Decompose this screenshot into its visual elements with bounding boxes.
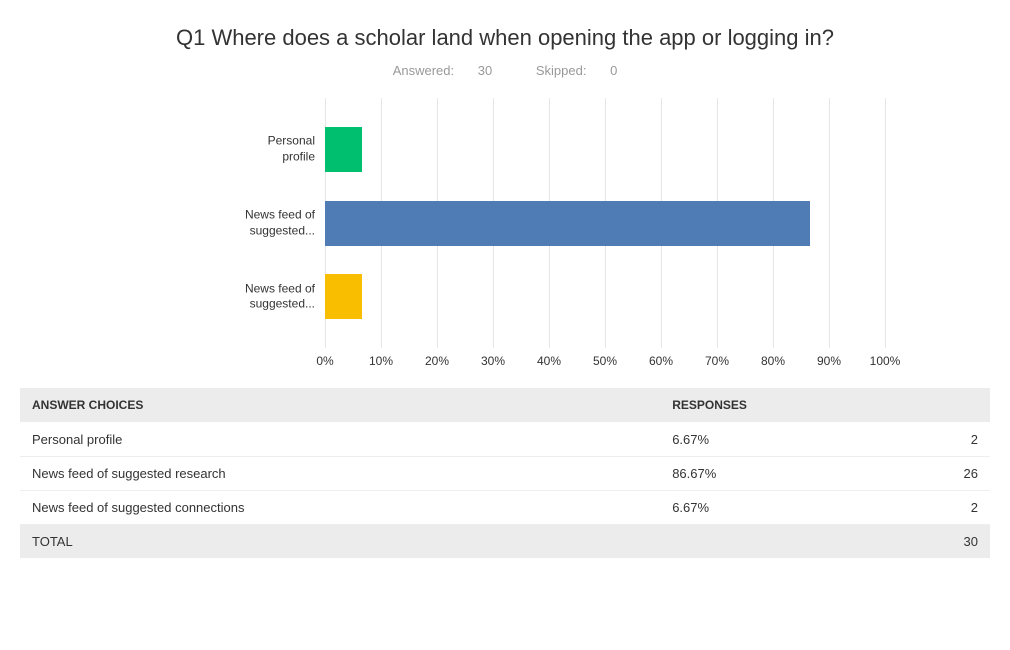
skipped-value: 0 [610,63,617,78]
chart-x-axis: 0%10%20%30%40%50%60%70%80%90%100% [325,348,885,378]
x-axis-label: 60% [649,354,673,368]
cell-choice: Personal profile [20,423,660,457]
bar-label: News feed ofsuggested... [225,281,325,312]
cell-count: 26 [825,457,990,491]
x-axis-label: 40% [537,354,561,368]
cell-count: 2 [825,423,990,457]
cell-pct: 6.67% [660,423,825,457]
x-axis-label: 90% [817,354,841,368]
x-axis-label: 50% [593,354,617,368]
header-responses: RESPONSES [660,388,990,423]
bar-row: News feed ofsuggested... [325,274,885,319]
cell-pct: 6.67% [660,491,825,525]
chart-bars: Personalprofile News feed ofsuggested... N… [325,98,885,348]
x-axis-label: 100% [870,354,901,368]
header-choices: ANSWER CHOICES [20,388,660,423]
chart: PersonalprofileNews feed ofsuggested...N… [95,98,915,378]
cell-total-label: TOTAL [20,525,660,559]
bar [325,127,362,172]
table-row: News feed of suggested connections6.67%2 [20,491,990,525]
x-axis-label: 30% [481,354,505,368]
bar [325,201,810,246]
table-header-row: ANSWER CHOICES RESPONSES [20,388,990,423]
answered-meta: Answered: 30 [383,63,506,78]
x-axis-label: 80% [761,354,785,368]
bar [325,274,362,319]
x-axis-label: 10% [369,354,393,368]
answered-value: 30 [478,63,492,78]
x-axis-label: 70% [705,354,729,368]
answered-label: Answered: [393,63,454,78]
cell-total-pct [660,525,825,559]
cell-choice: News feed of suggested research [20,457,660,491]
x-axis-label: 0% [316,354,333,368]
results-table: ANSWER CHOICES RESPONSES Personal profil… [20,388,990,558]
bar-row: News feed ofsuggested... [325,201,885,246]
gridline [885,98,886,348]
bar-label: Personalprofile [225,134,325,165]
cell-choice: News feed of suggested connections [20,491,660,525]
table-total-row: TOTAL 30 [20,525,990,559]
response-meta: Answered: 30 Skipped: 0 [20,63,990,78]
table-row: News feed of suggested research86.67%26 [20,457,990,491]
report-container: Q1 Where does a scholar land when openin… [0,0,1010,568]
cell-count: 2 [825,491,990,525]
table-row: Personal profile6.67%2 [20,423,990,457]
skipped-label: Skipped: [536,63,587,78]
bar-label: News feed ofsuggested... [225,207,325,238]
skipped-meta: Skipped: 0 [526,63,627,78]
bar-row: Personalprofile [325,127,885,172]
cell-pct: 86.67% [660,457,825,491]
cell-total-count: 30 [825,525,990,559]
x-axis-label: 20% [425,354,449,368]
question-title: Q1 Where does a scholar land when openin… [20,25,990,51]
